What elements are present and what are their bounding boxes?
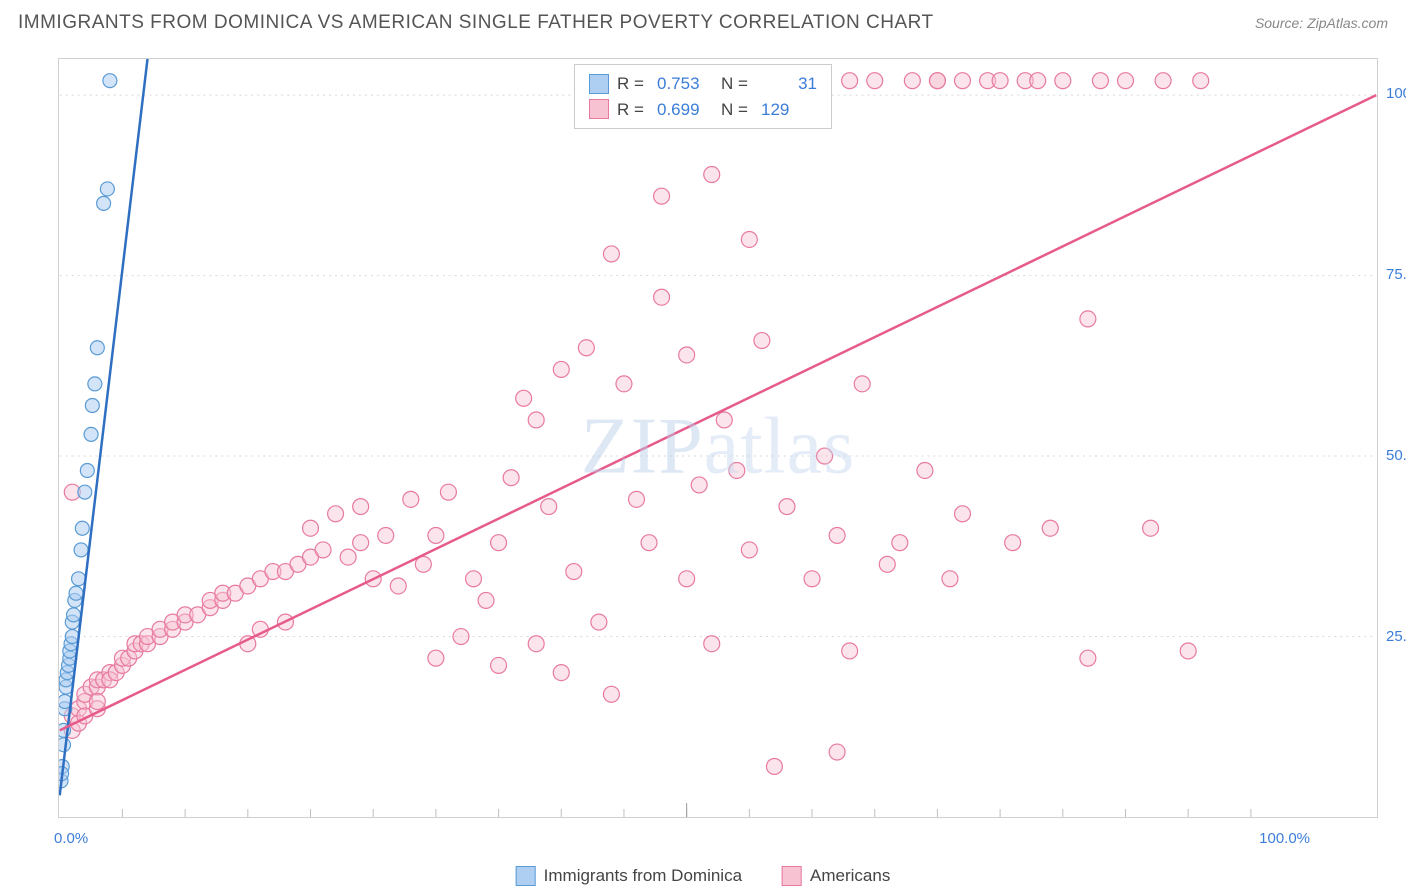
legend-bottom: Immigrants from Dominica Americans — [516, 866, 891, 886]
legend-row-2: R =0.699 N =129 — [589, 97, 817, 123]
y-tick: 50.0% — [1386, 447, 1406, 464]
chart-source: Source: ZipAtlas.com — [1255, 15, 1388, 31]
y-tick: 100.0% — [1386, 85, 1406, 102]
legend-row-1: R =0.753 N =31 — [589, 71, 817, 97]
y-tick: 75.0% — [1386, 266, 1406, 283]
swatch-blue-icon — [516, 866, 536, 886]
chart-title: IMMIGRANTS FROM DOMINICA VS AMERICAN SIN… — [18, 12, 934, 34]
swatch-blue — [589, 74, 609, 94]
legend-label-1: Immigrants from Dominica — [544, 866, 742, 886]
x-tick: 0.0% — [54, 830, 88, 847]
legend-item-1: Immigrants from Dominica — [516, 866, 742, 886]
legend-stats: R =0.753 N =31 R =0.699 N =129 — [574, 64, 832, 129]
legend-item-2: Americans — [782, 866, 890, 886]
swatch-pink-icon — [782, 866, 802, 886]
chart-plot-area: ZIPatlas — [58, 58, 1378, 818]
swatch-pink — [589, 99, 609, 119]
y-tick: 25.0% — [1386, 628, 1406, 645]
x-tick: 100.0% — [1259, 830, 1310, 847]
legend-label-2: Americans — [810, 866, 890, 886]
chart-svg — [59, 59, 1377, 817]
